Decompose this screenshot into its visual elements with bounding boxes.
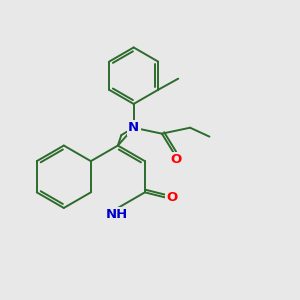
Text: O: O	[166, 191, 177, 204]
Text: NH: NH	[106, 208, 128, 221]
Text: O: O	[170, 153, 182, 166]
Text: N: N	[128, 121, 139, 134]
